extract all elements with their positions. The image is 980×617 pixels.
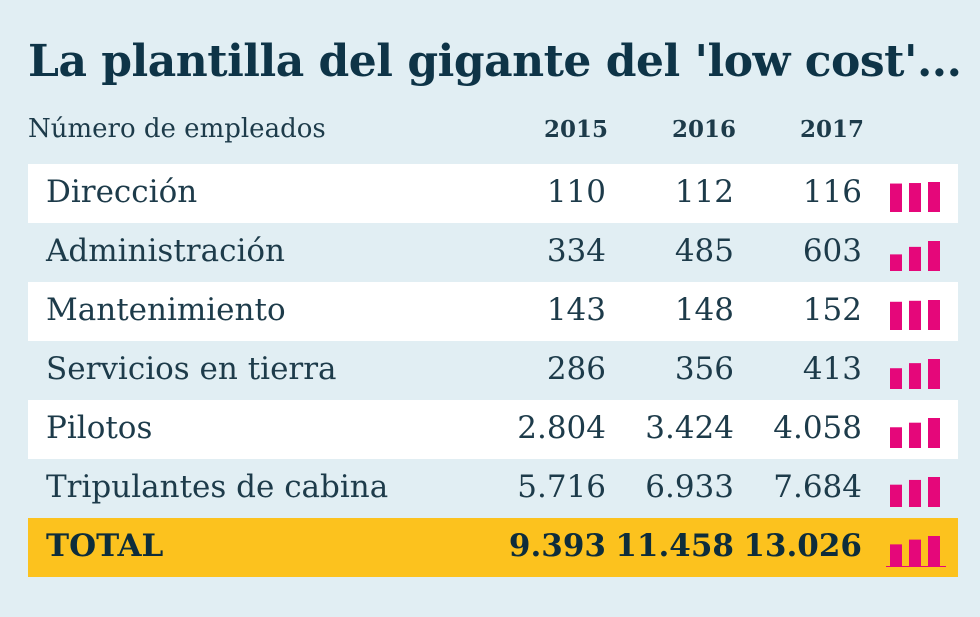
spark-bar-2017 [928,418,940,448]
value-2016: 11.458 [615,528,734,564]
table-row: Dirección 110 112 116 [28,164,958,223]
spark-bar-2016 [909,183,921,212]
row-label: Administración [46,233,285,269]
sparkline [890,418,940,448]
year-header-2015: 2015 [543,116,608,143]
value-2017: 7.684 [773,469,862,505]
value-2016: 148 [674,292,734,328]
value-2015: 2.804 [517,410,606,446]
chart-title: La plantilla del gigante del 'low cost'.… [28,36,962,87]
value-2017: 116 [802,174,862,210]
sparkline [890,241,940,271]
spark-bar-2016 [909,479,921,507]
spark-bar-2016 [909,539,921,566]
spark-bar-2015 [890,484,902,507]
value-2016: 6.933 [645,469,734,505]
spark-bar-2015 [890,183,902,212]
row-label: Servicios en tierra [46,351,337,387]
value-2016: 112 [674,174,734,210]
spark-bar-2017 [928,477,940,507]
spark-bar-2017 [928,182,940,212]
sparkline [890,359,940,389]
spark-bar-2015 [890,368,902,389]
sparkline [890,477,940,507]
value-2017: 13.026 [743,528,862,564]
row-label: Dirección [46,174,198,210]
spark-bar-2016 [909,300,921,330]
table-row: Servicios en tierra 286 356 413 [28,341,958,400]
table-row: Mantenimiento 143 148 152 [28,282,958,341]
spark-bar-2016 [909,363,921,389]
value-2015: 5.716 [517,469,606,505]
table-row: Tripulantes de cabina 5.716 6.933 7.684 [28,459,958,518]
row-label: Mantenimiento [46,292,286,328]
total-row: TOTAL 9.393 11.458 13.026 [28,518,958,577]
row-label: TOTAL [46,528,164,564]
spark-bar-2015 [890,301,902,330]
spark-bar-2017 [928,536,940,566]
value-2015: 286 [546,351,606,387]
row-label: Tripulantes de cabina [46,469,389,505]
data-table: Dirección 110 112 116 Administración 334 485 60… [28,164,958,577]
spark-bar-2017 [928,359,940,389]
table-header: Número de empleados 2015 2016 2017 [28,110,958,154]
value-2017: 4.058 [773,410,862,446]
value-2017: 603 [802,233,862,269]
value-2016: 3.424 [645,410,734,446]
value-2015: 9.393 [508,528,606,564]
spark-bar-2017 [928,241,940,271]
spark-bar-2015 [890,254,902,271]
value-2016: 356 [674,351,734,387]
spark-bar-2015 [890,427,902,448]
spark-bar-2016 [909,422,921,448]
year-header-2017: 2017 [799,116,864,143]
value-2015: 143 [546,292,606,328]
value-2017: 413 [802,351,862,387]
table-row: Administración 334 485 603 [28,223,958,282]
sparkline [886,536,946,567]
spark-bar-2016 [909,246,921,271]
sparkline [890,182,940,212]
table-row: Pilotos 2.804 3.424 4.058 [28,400,958,459]
spark-bar-2017 [928,300,940,330]
value-2017: 152 [802,292,862,328]
year-header-2016: 2016 [671,116,736,143]
table-subtitle: Número de empleados [28,114,326,144]
value-2015: 110 [546,174,606,210]
row-label: Pilotos [46,410,153,446]
spark-bar-2015 [890,544,902,566]
sparkline [890,300,940,330]
value-2016: 485 [674,233,734,269]
value-2015: 334 [546,233,606,269]
